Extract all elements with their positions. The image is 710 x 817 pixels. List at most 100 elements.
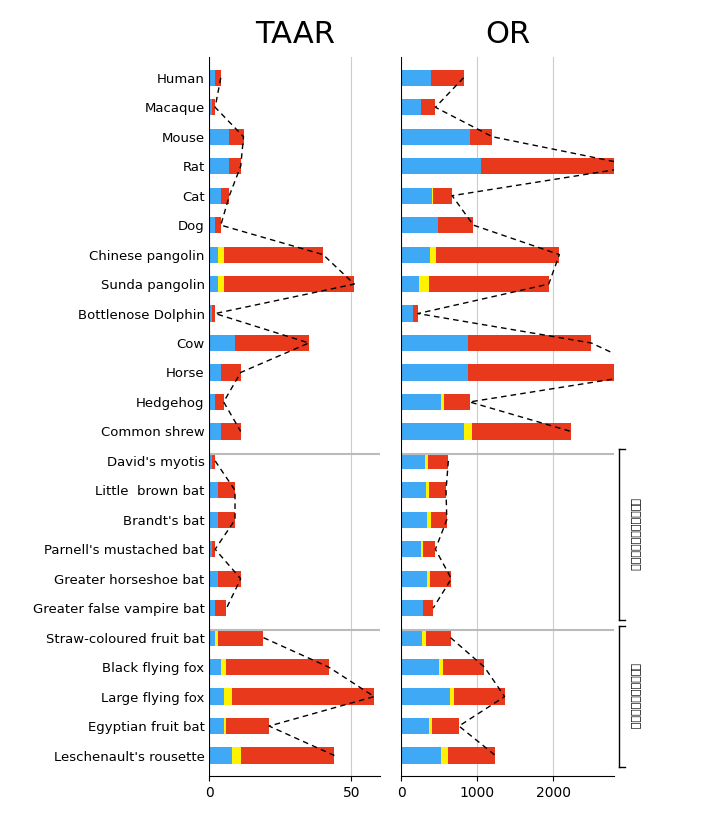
Bar bbox=[215, 69, 221, 86]
Bar bbox=[224, 718, 226, 734]
Bar bbox=[441, 394, 444, 410]
Bar bbox=[209, 158, 229, 174]
Bar bbox=[427, 511, 431, 528]
Bar bbox=[430, 482, 446, 498]
Bar bbox=[401, 364, 468, 381]
Bar bbox=[401, 541, 421, 557]
Bar bbox=[401, 630, 422, 645]
Bar bbox=[442, 659, 484, 675]
Bar bbox=[209, 659, 221, 675]
Bar bbox=[224, 247, 323, 263]
Bar bbox=[413, 306, 418, 322]
Bar bbox=[215, 630, 218, 645]
Text: オオコウモリ（大蜂）: オオコウモリ（大蜂） bbox=[630, 663, 640, 730]
Bar bbox=[429, 276, 549, 292]
Bar bbox=[209, 630, 215, 645]
Bar bbox=[215, 217, 221, 233]
Bar bbox=[218, 482, 235, 498]
Title: TAAR: TAAR bbox=[255, 20, 334, 49]
Bar bbox=[431, 511, 447, 528]
Bar bbox=[472, 423, 571, 440]
Bar bbox=[221, 659, 226, 675]
Bar bbox=[209, 748, 232, 764]
Bar bbox=[212, 541, 215, 557]
Bar bbox=[218, 276, 224, 292]
Bar bbox=[218, 570, 241, 587]
Bar bbox=[212, 306, 215, 322]
Bar bbox=[422, 630, 426, 645]
Bar bbox=[401, 511, 427, 528]
Text: コウモリ類（イシクイ）: コウモリ類（イシクイ） bbox=[630, 498, 640, 571]
Bar bbox=[401, 335, 468, 351]
Bar bbox=[401, 748, 442, 764]
Bar bbox=[209, 600, 215, 616]
Bar bbox=[401, 276, 420, 292]
Bar bbox=[426, 630, 451, 645]
Bar bbox=[221, 423, 241, 440]
Bar bbox=[427, 453, 448, 469]
Bar bbox=[432, 718, 459, 734]
Bar bbox=[401, 394, 441, 410]
Bar bbox=[401, 659, 439, 675]
Bar bbox=[468, 364, 655, 381]
Bar bbox=[423, 600, 433, 616]
Bar bbox=[442, 748, 447, 764]
Bar bbox=[209, 482, 218, 498]
Bar bbox=[209, 394, 215, 410]
Bar bbox=[218, 247, 224, 263]
Bar bbox=[464, 423, 472, 440]
Bar bbox=[221, 188, 229, 203]
Bar bbox=[209, 335, 235, 351]
Bar bbox=[401, 128, 469, 145]
Bar bbox=[425, 453, 427, 469]
Bar bbox=[439, 659, 442, 675]
Bar bbox=[209, 276, 218, 292]
Bar bbox=[226, 718, 269, 734]
Bar bbox=[229, 128, 244, 145]
Bar bbox=[209, 188, 221, 203]
Bar bbox=[401, 482, 426, 498]
Bar bbox=[209, 453, 212, 469]
Bar bbox=[401, 188, 432, 203]
Bar bbox=[401, 718, 430, 734]
Bar bbox=[421, 541, 423, 557]
Bar bbox=[229, 158, 241, 174]
Bar bbox=[432, 188, 433, 203]
Bar bbox=[401, 423, 464, 440]
Bar bbox=[401, 570, 427, 587]
Bar bbox=[226, 659, 329, 675]
Bar bbox=[209, 689, 224, 705]
Bar bbox=[444, 394, 469, 410]
Bar bbox=[401, 247, 430, 263]
Bar bbox=[481, 158, 637, 174]
Bar bbox=[209, 247, 218, 263]
Bar bbox=[235, 335, 309, 351]
Bar bbox=[209, 511, 218, 528]
Bar bbox=[232, 748, 241, 764]
Bar bbox=[221, 364, 241, 381]
Bar bbox=[430, 570, 452, 587]
Bar bbox=[401, 69, 431, 86]
Bar bbox=[447, 748, 496, 764]
Bar bbox=[436, 247, 559, 263]
Bar bbox=[450, 689, 454, 705]
Bar bbox=[218, 511, 235, 528]
Bar bbox=[209, 69, 215, 86]
Bar bbox=[209, 306, 212, 322]
Bar bbox=[420, 276, 429, 292]
Bar bbox=[215, 600, 226, 616]
Bar bbox=[241, 748, 334, 764]
Title: OR: OR bbox=[485, 20, 530, 49]
Bar bbox=[401, 99, 421, 115]
Bar bbox=[431, 69, 464, 86]
Bar bbox=[209, 364, 221, 381]
Bar bbox=[401, 217, 437, 233]
Bar bbox=[212, 99, 215, 115]
Bar bbox=[430, 718, 432, 734]
Bar bbox=[209, 99, 212, 115]
Bar bbox=[209, 718, 224, 734]
Bar bbox=[215, 394, 224, 410]
Bar bbox=[437, 217, 474, 233]
Bar bbox=[401, 306, 413, 322]
Bar bbox=[209, 128, 229, 145]
